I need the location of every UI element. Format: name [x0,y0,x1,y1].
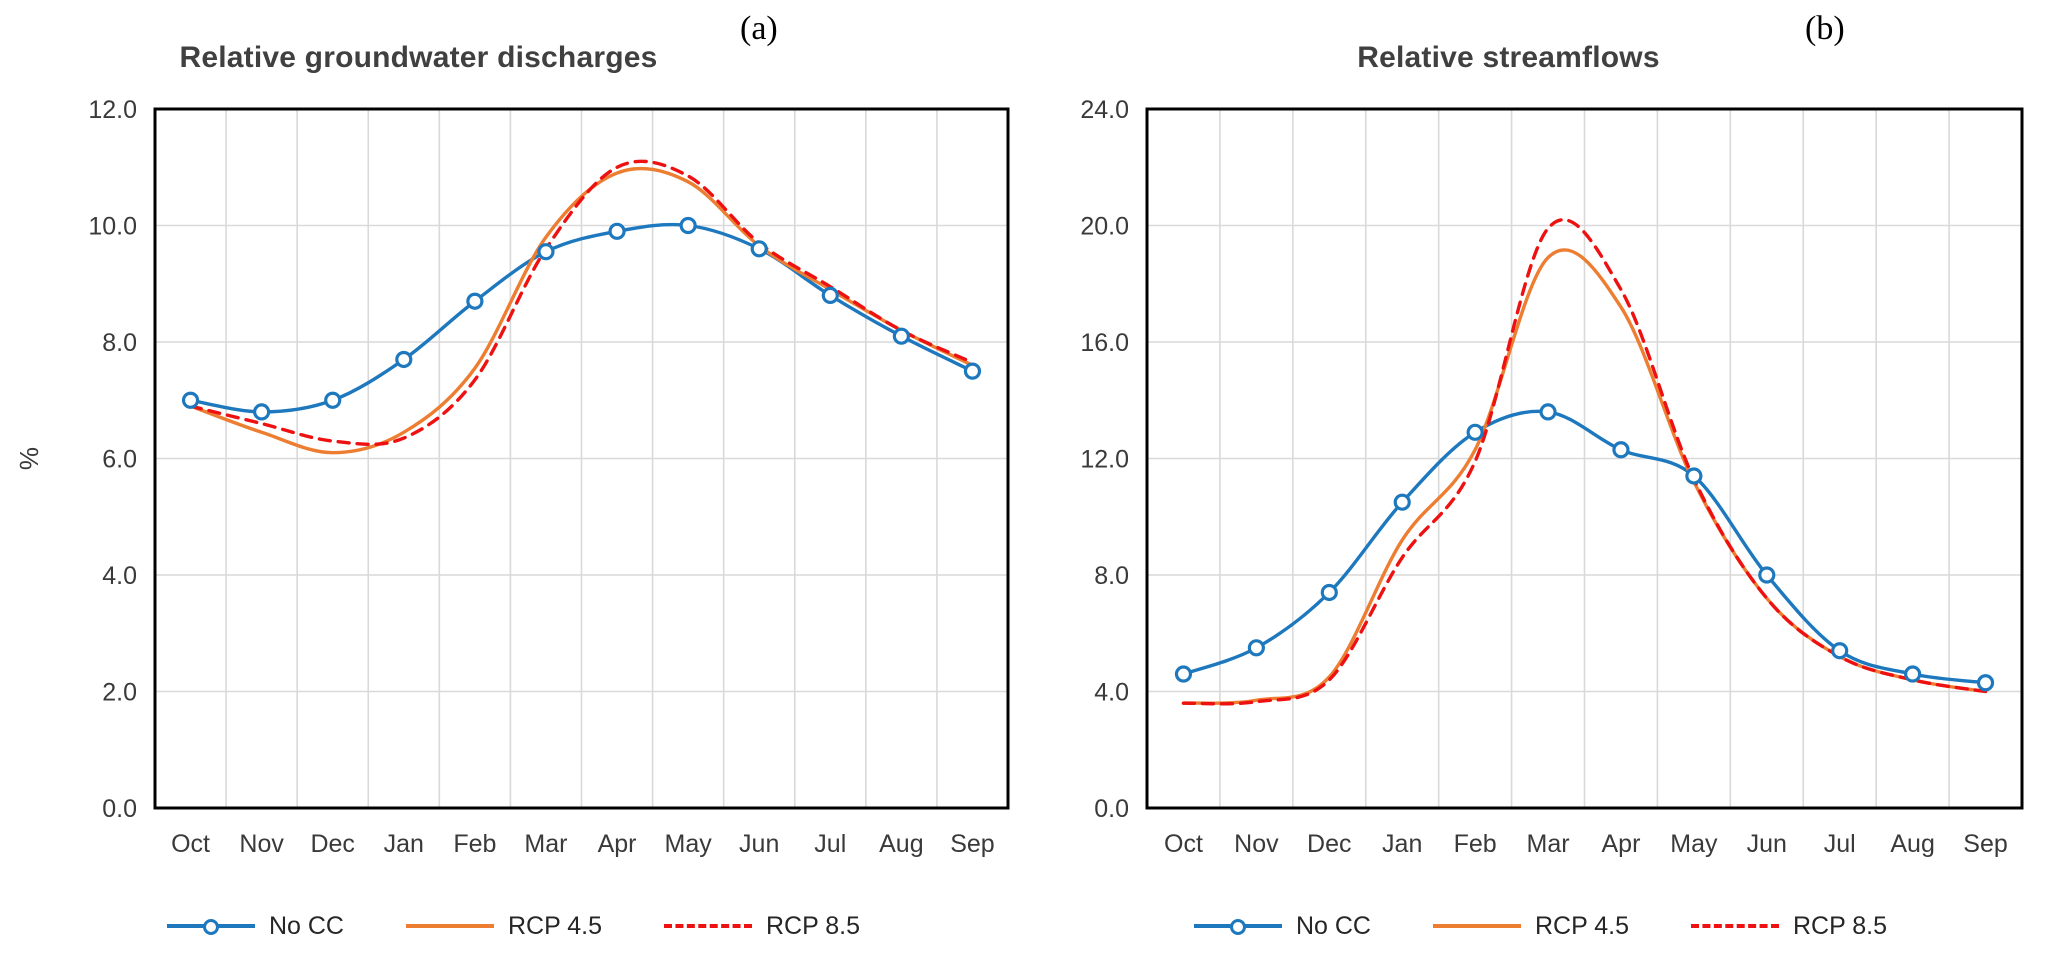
series-markers-no-cc [1174,403,1995,692]
plot-area-streamflows: 0.0 4.0 8.0 12.0 16.0 20.0 24.0 Oct Nov Dec Jan Feb… [1080,96,2024,858]
legend-label-rcp45: RCP 4.5 [1534,911,1629,940]
legend-item-no-cc: No CC [1193,911,1371,941]
plot-border [153,107,1010,810]
y-axis-title: % [14,447,44,470]
no-cc-marker-icon [1229,919,1246,935]
svg-text:May: May [1670,830,1718,858]
svg-text:Nov: Nov [1234,830,1279,858]
plot-border [1145,107,2024,810]
y-axis-tick-labels: 0.0 2.0 4.0 6.0 8.0 10.0 12.0 [88,96,137,823]
chart-streamflows: Relative streamflows (b) 0.0 4.0 8.0 12.0 16… [1027,0,2054,965]
svg-text:4.0: 4.0 [102,562,137,590]
panel-label-b: (b) [1805,10,1845,47]
chart-title: Relative streamflows [1357,40,1660,74]
svg-text:May: May [665,830,713,858]
svg-text:Apr: Apr [598,830,637,858]
legend-item-rcp45: RCP 4.5 [405,911,602,941]
legend-label-no-cc: No CC [1295,911,1371,940]
svg-text:Sep: Sep [1963,830,2007,858]
svg-text:Jan: Jan [1382,830,1422,858]
svg-text:Mar: Mar [1527,830,1570,858]
svg-text:16.0: 16.0 [1080,329,1129,357]
svg-text:Jun: Jun [739,830,779,858]
gridlines [155,109,1008,808]
svg-text:Apr: Apr [1602,830,1641,858]
svg-text:8.0: 8.0 [1094,562,1129,590]
svg-text:Dec: Dec [310,830,354,858]
legend-item-rcp45: RCP 4.5 [1432,911,1629,941]
rcp45-line-icon [1432,924,1521,928]
svg-text:Jul: Jul [814,830,846,858]
svg-text:Aug: Aug [879,830,923,858]
legend-label-rcp85: RCP 8.5 [766,911,861,940]
plot-area-groundwater: 0.0 2.0 4.0 6.0 8.0 10.0 12.0 Oct Nov Dec Jan Feb Ma… [14,96,1010,858]
legend-streamflows: No CC RCP 4.5 RCP 8.5 [1027,903,2054,949]
svg-text:8.0: 8.0 [102,329,137,357]
svg-text:6.0: 6.0 [102,446,137,474]
rcp85-dashed-line-icon [1691,924,1779,928]
svg-text:2.0: 2.0 [102,679,137,707]
svg-text:Jul: Jul [1824,830,1856,858]
svg-text:Jan: Jan [384,830,424,858]
chart-title: Relative groundwater discharges [179,40,658,74]
legend-groundwater: No CC RCP 4.5 RCP 8.5 [0,903,1027,949]
svg-text:12.0: 12.0 [1080,446,1129,474]
svg-text:Feb: Feb [1454,830,1497,858]
chart-groundwater-discharges: Relative groundwater discharges (a) 0.0 2… [0,10,1027,949]
series-markers-no-cc [181,216,982,421]
y-axis-tick-labels: 0.0 4.0 8.0 12.0 16.0 20.0 24.0 [1080,96,1129,823]
svg-text:Jun: Jun [1747,830,1787,858]
svg-text:Oct: Oct [171,830,210,858]
no-cc-line-icon [166,919,255,935]
svg-text:Nov: Nov [239,830,284,858]
legend-item-rcp85: RCP 8.5 [664,912,860,941]
svg-text:Aug: Aug [1890,830,1934,858]
legend-item-rcp85: RCP 8.5 [1691,912,1887,941]
x-axis-tick-labels: Oct Nov Dec Jan Feb Mar Apr May Jun Jul Aug Sep [1164,830,2008,858]
gridlines [1147,109,2022,808]
svg-text:12.0: 12.0 [88,96,137,124]
legend-label-rcp85: RCP 8.5 [1793,911,1888,940]
svg-text:Mar: Mar [524,830,567,858]
svg-text:Feb: Feb [453,830,496,858]
legend-label-rcp45: RCP 4.5 [507,911,602,940]
series-line-rcp-8-5 [1181,218,1988,706]
svg-text:0.0: 0.0 [1094,795,1129,823]
svg-text:4.0: 4.0 [1094,679,1129,707]
svg-text:0.0: 0.0 [102,795,137,823]
rcp85-dashed-line-icon [664,924,752,928]
svg-text:20.0: 20.0 [1080,213,1129,241]
svg-text:Dec: Dec [1307,830,1351,858]
rcp45-line-icon [405,924,494,928]
legend-item-no-cc: No CC [166,911,344,941]
no-cc-marker-icon [202,919,219,935]
x-axis-tick-labels: Oct Nov Dec Jan Feb Mar Apr May Jun Jul Aug Sep [171,830,995,858]
legend-label-no-cc: No CC [268,911,344,940]
panel-label-a: (a) [740,10,778,47]
svg-text:Sep: Sep [950,830,994,858]
no-cc-line-icon [1193,919,1282,935]
svg-text:Oct: Oct [1164,830,1203,858]
svg-text:10.0: 10.0 [88,213,137,241]
svg-text:24.0: 24.0 [1080,96,1129,124]
